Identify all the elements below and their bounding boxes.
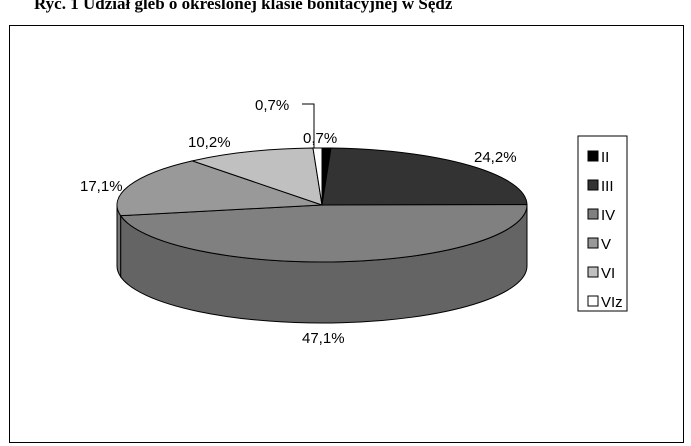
legend-label-viz: VIz	[601, 294, 623, 311]
legend-swatch-iv	[587, 208, 599, 220]
legend-swatch-viz	[587, 295, 599, 307]
data-label-vi: 10,2%	[188, 134, 231, 151]
data-label-viz: 0,7%	[255, 97, 289, 114]
data-label-ii: 0,7%	[303, 130, 337, 147]
legend-swatch-ii	[587, 150, 599, 162]
legend-swatch-iii	[587, 179, 599, 191]
chart-title: Ryc. 1 Udział gleb o określonej klasie b…	[34, 0, 453, 13]
legend-swatch-v	[587, 237, 599, 249]
data-label-iv: 47,1%	[302, 330, 345, 347]
pie-slice-iv	[119, 204, 528, 263]
pie-slice-vi	[190, 147, 323, 206]
legend-label-ii: II	[601, 149, 609, 166]
legend-label-vi: VI	[601, 265, 615, 282]
pie-slice-viz	[312, 147, 323, 206]
data-label-iii: 24,2%	[474, 149, 517, 166]
legend-label-iii: III	[601, 178, 614, 195]
legend-box	[577, 135, 628, 312]
leader-line	[302, 103, 315, 148]
legend-label-v: V	[601, 236, 611, 253]
pie-slice-iii	[321, 147, 528, 206]
legend-label-iv: IV	[601, 207, 615, 224]
legend-swatch-vi	[587, 266, 599, 278]
pie-slice-v	[116, 160, 323, 217]
data-label-v: 17,1%	[80, 178, 123, 195]
